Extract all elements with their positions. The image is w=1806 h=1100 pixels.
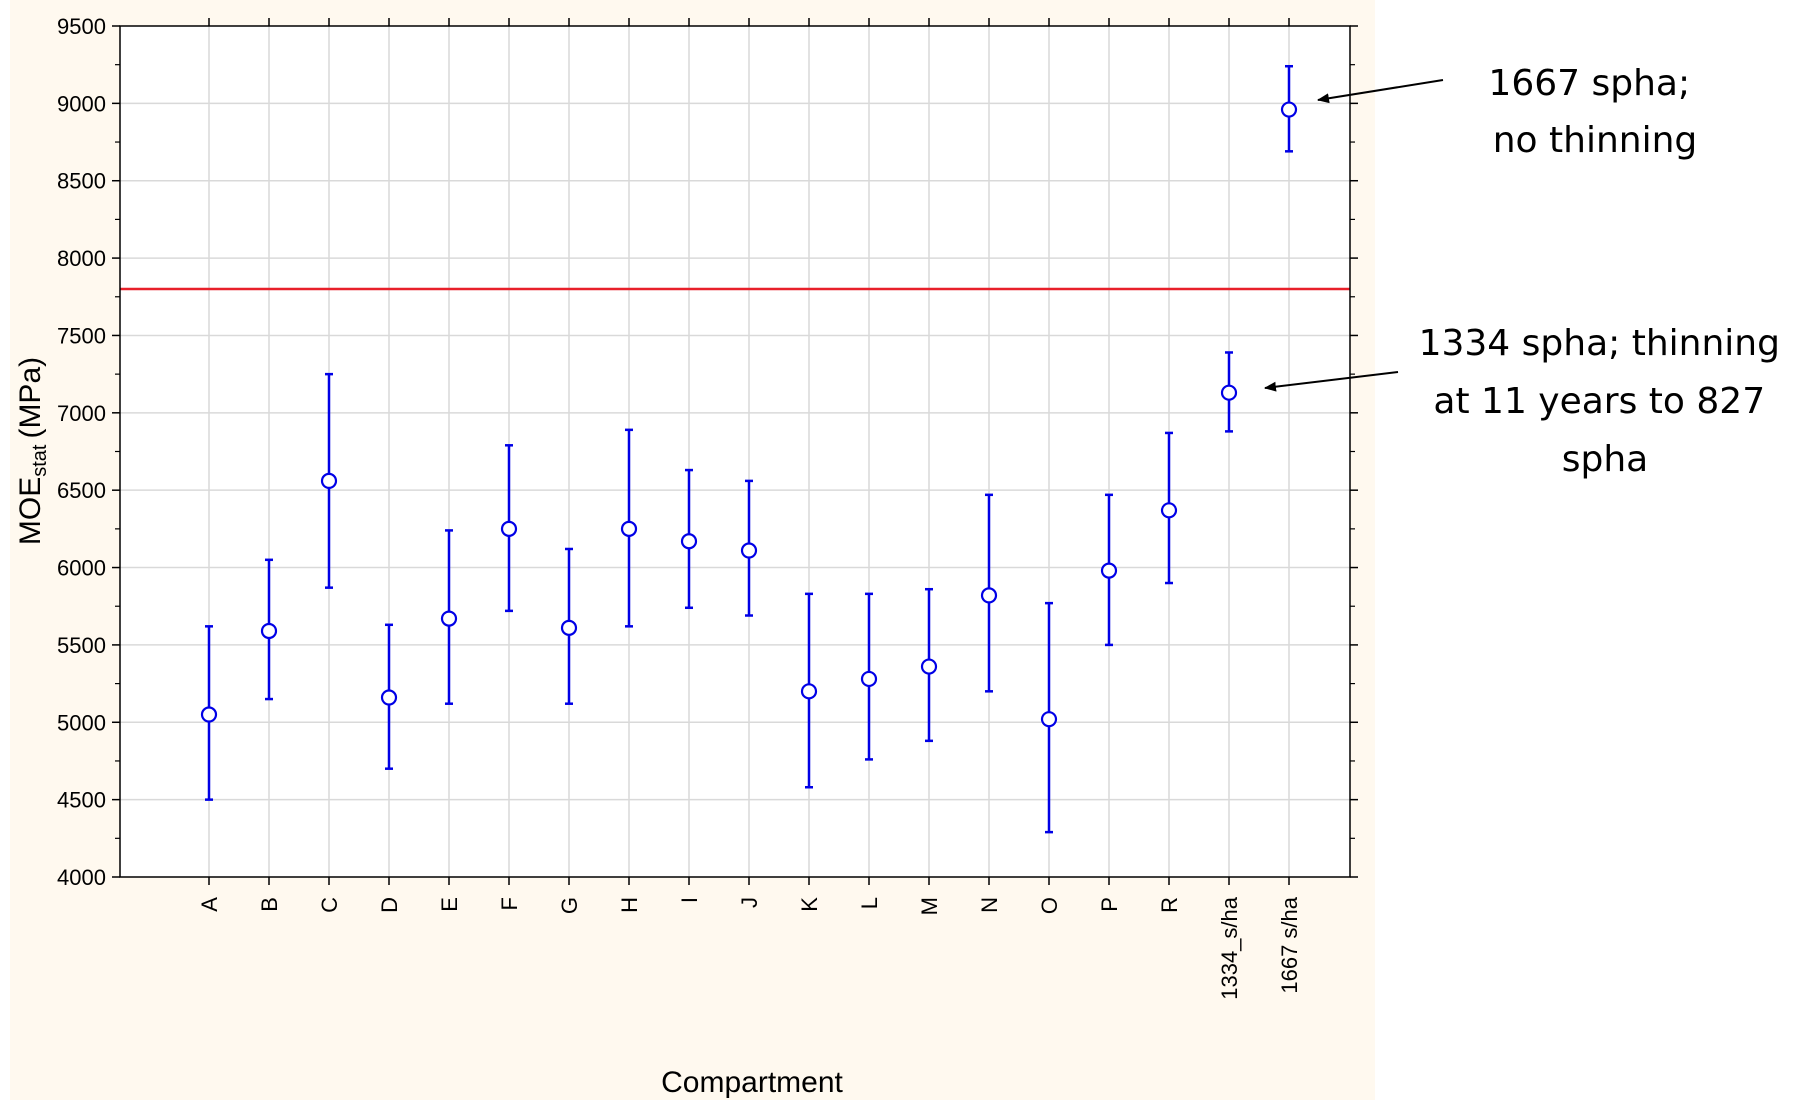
x-tick-label: 1667 s/ha <box>1277 896 1302 993</box>
x-tick-label: 1334_s/ha <box>1217 896 1242 1000</box>
x-tick-label: F <box>497 897 522 910</box>
y-tick-label: 5500 <box>57 633 106 658</box>
y-axis-title-unit: (MPa) <box>14 357 47 439</box>
y-tick-label: 7000 <box>57 401 106 426</box>
mean-point <box>1100 562 1118 579</box>
x-tick-label: L <box>857 897 882 909</box>
y-tick-label: 6000 <box>57 556 106 581</box>
mean-point <box>860 670 878 688</box>
annotation-1667: 1667 spha; no thinning <box>1317 63 1701 161</box>
annotation-1334-line-2: at 11 years to 827 <box>1433 381 1765 422</box>
x-tick-label: A <box>197 897 222 912</box>
mean-point <box>560 619 578 636</box>
x-tick-label: K <box>797 897 822 912</box>
x-tick-label: P <box>1097 897 1122 912</box>
y-tick-label: 6500 <box>57 478 106 503</box>
mean-point <box>320 472 338 489</box>
x-tick-label: D <box>377 897 402 913</box>
y-tick-label: 8000 <box>57 246 106 271</box>
y-tick-label: 4500 <box>57 788 106 813</box>
data-layer <box>200 64 1298 834</box>
mean-point <box>1160 502 1178 519</box>
annotation-1667-line-1: 1667 spha; <box>1488 63 1690 104</box>
x-tick-label: G <box>557 897 582 914</box>
y-tick-label: 4000 <box>57 865 106 890</box>
mean-point <box>680 533 698 550</box>
mean-point <box>1040 711 1058 728</box>
annotation-1334-arrow <box>1264 371 1399 392</box>
y-tick-label: 9000 <box>57 91 106 116</box>
annotation-1334: 1334 spha; thinning at 11 years to 827 s… <box>1264 323 1792 480</box>
x-tick-label: B <box>257 897 282 912</box>
x-tick-label: I <box>677 897 702 903</box>
x-tick-label: J <box>737 897 762 908</box>
mean-point <box>800 683 818 700</box>
x-axis-title: Compartment <box>661 1066 843 1099</box>
x-tick-label: M <box>917 897 942 915</box>
mean-point <box>380 689 398 706</box>
x-tick-label: H <box>617 897 642 913</box>
x-tick-label: C <box>317 897 342 913</box>
annotation-1667-arrow <box>1317 79 1444 104</box>
x-tick-label: N <box>977 897 1002 913</box>
y-axis-title-subscript: stat <box>29 444 51 477</box>
y-axis-title: MOEstat (MPa) <box>14 357 51 545</box>
mean-point <box>500 520 518 537</box>
mean-point <box>920 658 938 675</box>
mean-point <box>980 587 998 604</box>
mean-point <box>440 610 458 627</box>
plot-area <box>120 26 1350 877</box>
mean-point <box>200 706 218 723</box>
x-tick-label: O <box>1037 897 1062 914</box>
y-tick-label: 7500 <box>57 323 106 348</box>
mean-point <box>1220 384 1238 401</box>
mean-point <box>620 520 638 537</box>
x-tick-label: E <box>437 897 462 912</box>
axes: 4000 4500 5000 5500 6000 6500 7000 7500 8000 8500… <box>57 14 1358 1000</box>
y-axis-title-main: MOE <box>14 477 47 545</box>
annotation-1667-line-2: no thinning <box>1493 120 1698 161</box>
mean-point <box>260 622 278 640</box>
svg-text:1667 spha; no thinning: 1667 spha; no thinning <box>1488 63 1701 161</box>
y-tick-label: 8500 <box>57 169 106 194</box>
svg-text:1334 spha; thinning at 1: 1334 spha; thinning at 11 years to 827 s… <box>1419 323 1792 480</box>
y-tick-label: 5000 <box>57 710 106 735</box>
x-tick-label: R <box>1157 897 1182 913</box>
mean-point <box>740 542 758 559</box>
annotation-1334-line-3: spha <box>1562 439 1648 480</box>
annotation-1334-line-1: 1334 spha; thinning <box>1419 323 1780 364</box>
mean-point <box>1280 101 1298 118</box>
y-tick-label: 9500 <box>57 14 106 39</box>
